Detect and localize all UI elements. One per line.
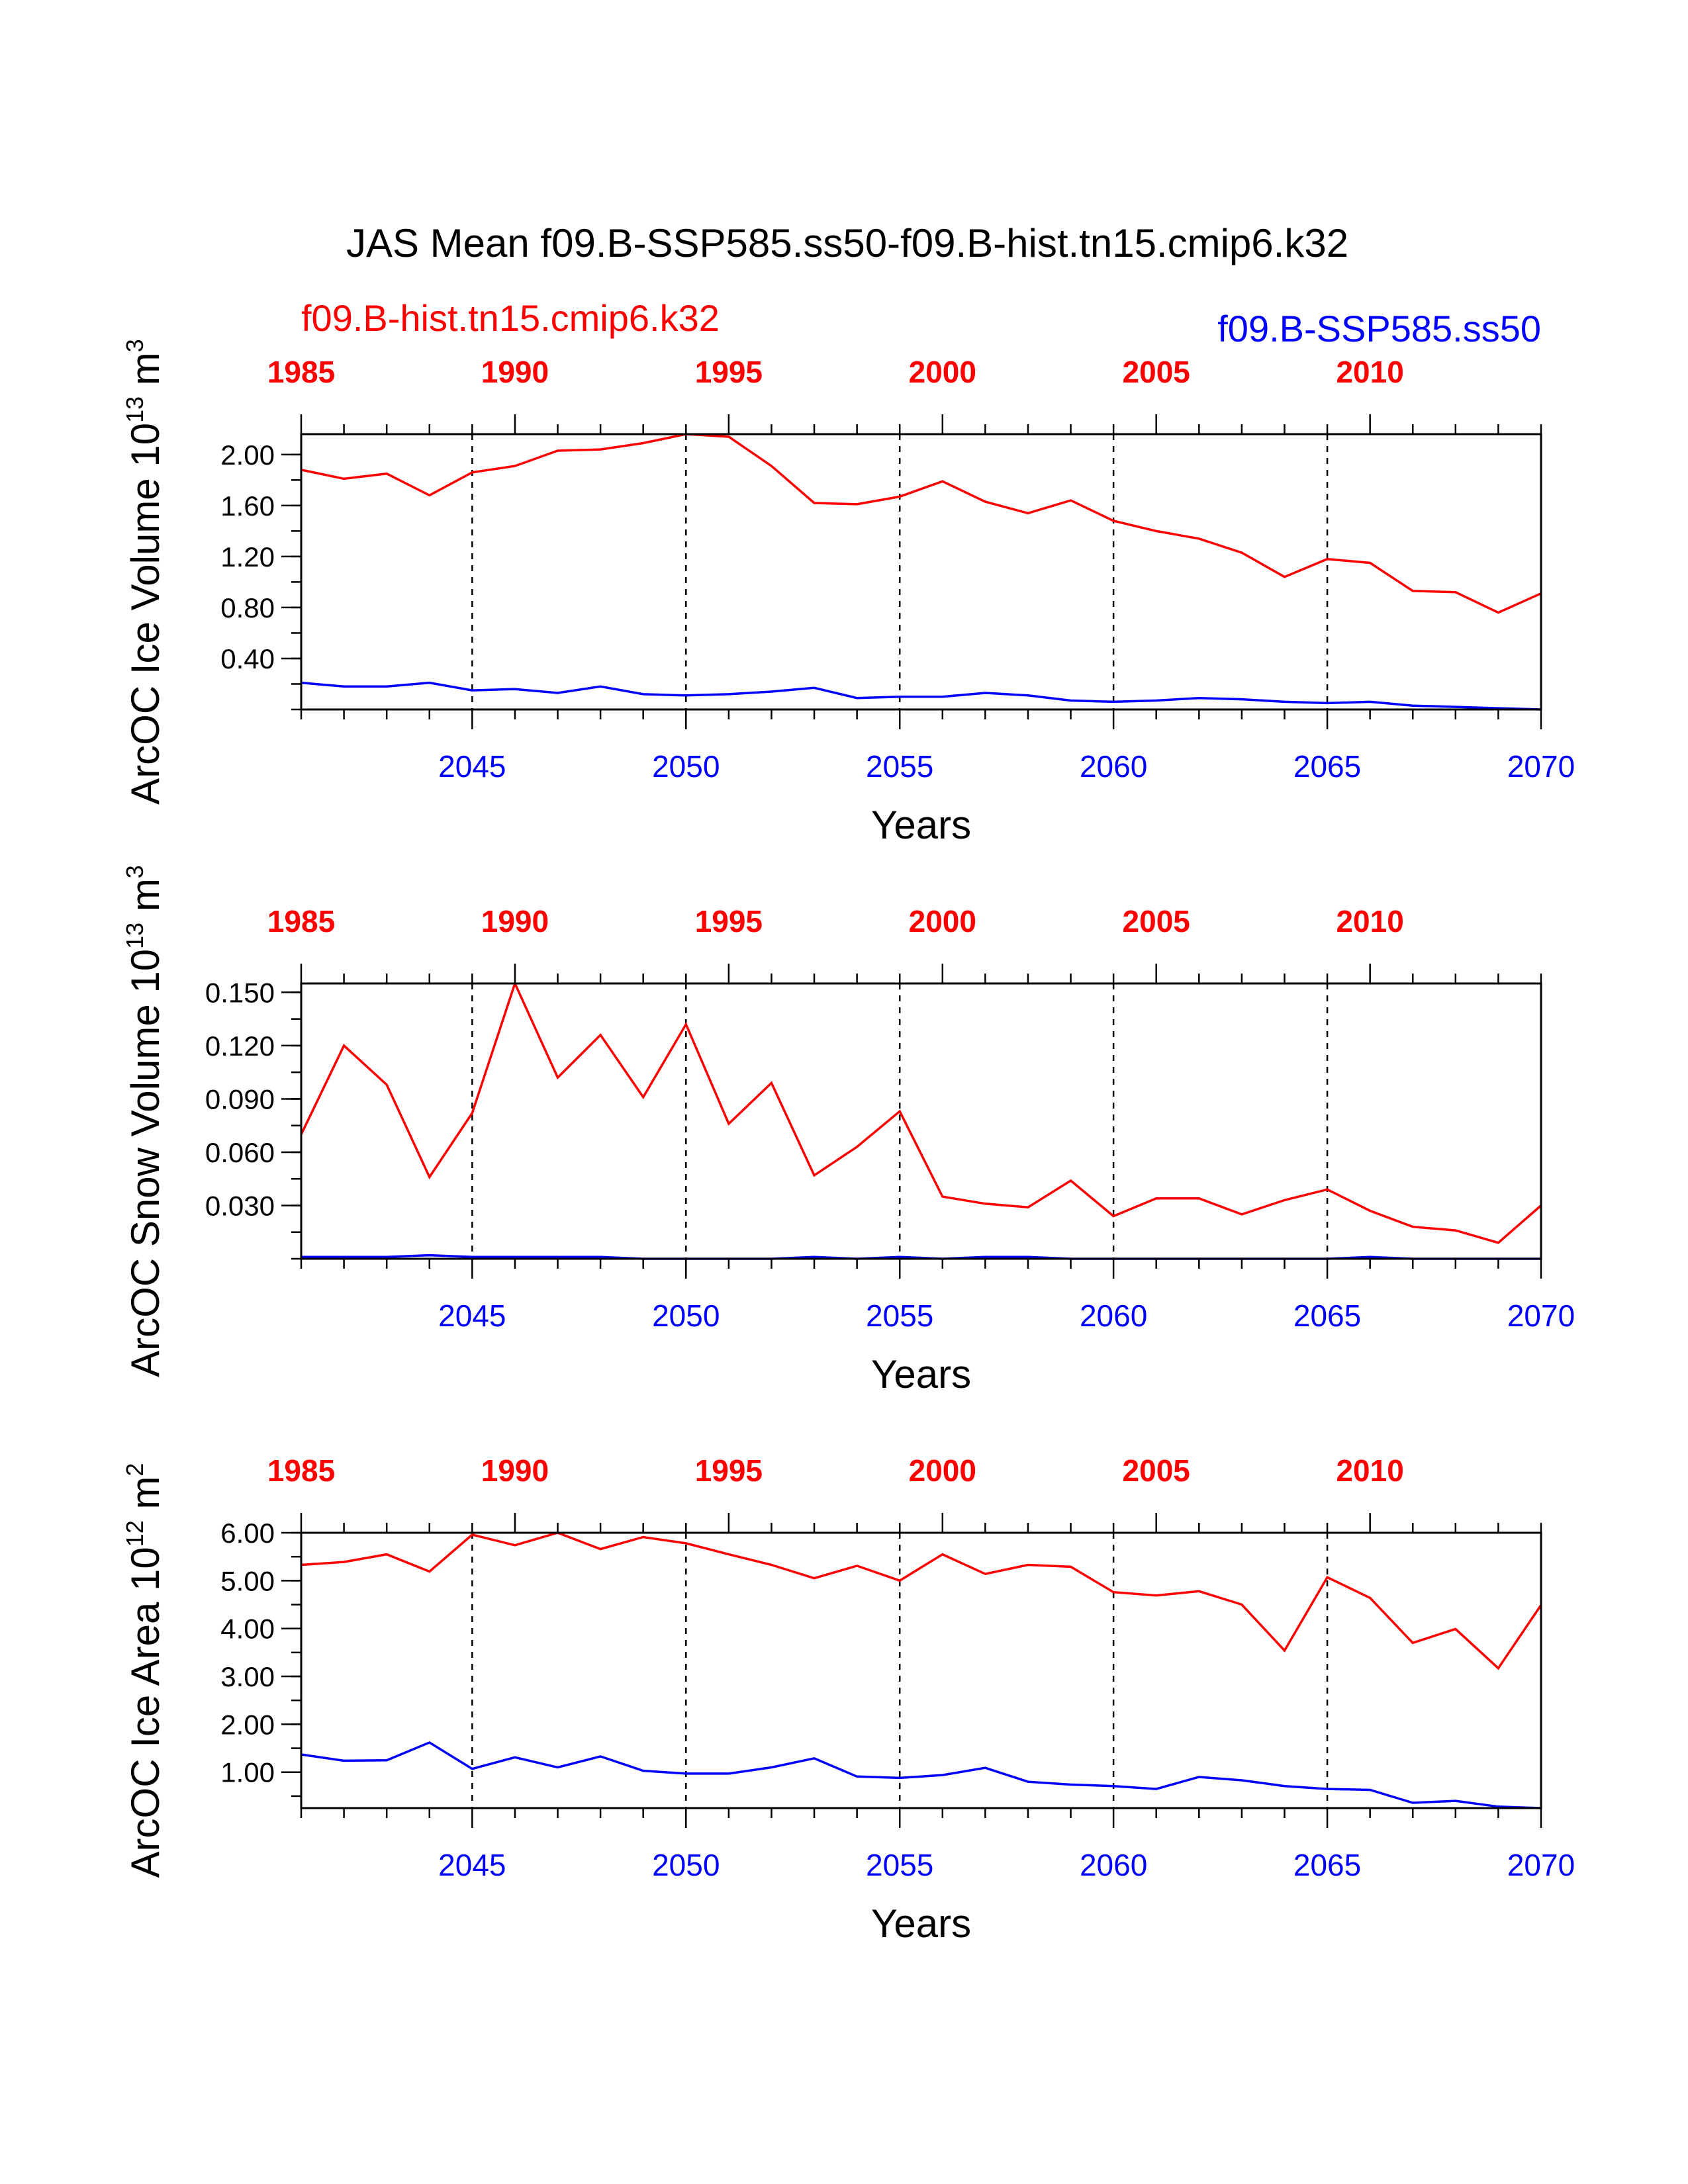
panel1-y-axis-title-text: ArcOC Ice Volume 10 <box>123 423 167 805</box>
panel3-bottom-tick-label-2065: 2065 <box>1293 1848 1361 1882</box>
panel1-y-axis-title-unit-exponent: 3 <box>121 339 148 352</box>
panel3-top-tick-label-1990: 1990 <box>481 1453 549 1488</box>
panel1-top-tick-label-1995: 1995 <box>695 355 763 389</box>
panel3-top-tick-label-2010: 2010 <box>1336 1453 1403 1488</box>
panel2-bottom-tick-label-2065: 2065 <box>1293 1298 1361 1333</box>
chart-panels: 2045 2050 2055 2060 2065 2070 1985 1990 1995 2000… <box>121 339 1575 1946</box>
panel1-y-tick-label-4: 2.00 <box>220 439 275 471</box>
panel1-bottom-tick-label-2060: 2060 <box>1080 749 1147 784</box>
panel1-y-tick-label-2: 1.20 <box>220 541 275 572</box>
panel-3: 2045 2050 2055 2060 2065 2070 1985 1990 1995 2000… <box>121 1453 1575 1946</box>
legend-hist-label: f09.B-hist.tn15.cmip6.k32 <box>301 297 720 339</box>
panel2-y-axis-title-unit-exponent: 3 <box>121 865 148 878</box>
panel2-plot-frame <box>300 982 1542 1260</box>
panel3-top-tick-label-1985: 1985 <box>267 1453 335 1488</box>
panel3-bottom-tick-label-2050: 2050 <box>652 1848 720 1882</box>
panel1-top-tick-label-2005: 2005 <box>1123 355 1190 389</box>
panel3-plot-frame <box>300 1531 1542 1809</box>
panel2-y-tick-label-0: 0.030 <box>205 1190 275 1221</box>
chart-title: JAS Mean f09.B-SSP585.ss50-f09.B-hist.tn… <box>346 221 1348 265</box>
panel3-top-tick-label-1995: 1995 <box>695 1453 763 1488</box>
panel1-bottom-tick-label-2050: 2050 <box>652 749 720 784</box>
panel3-y-axis-title-exponent: 12 <box>121 1520 148 1547</box>
panel3-bottom-tick-label-2070: 2070 <box>1507 1848 1575 1882</box>
panel2-y-tick-label-4: 0.150 <box>205 977 275 1008</box>
panel2-top-tick-label-1985: 1985 <box>267 904 335 938</box>
panel1-top-tick-label-1985: 1985 <box>267 355 335 389</box>
panel3-y-axis-title-unit-exponent: 2 <box>121 1463 148 1477</box>
panel1-bottom-tick-label-2070: 2070 <box>1507 749 1575 784</box>
panel2-top-tick-label-2000: 2000 <box>909 904 976 938</box>
legend-ssp-label: f09.B-SSP585.ss50 <box>1217 308 1541 349</box>
panel1-series-hist-line <box>301 433 1542 614</box>
panel1-top-tick-label-1990: 1990 <box>481 355 549 389</box>
panel-1: 2045 2050 2055 2060 2065 2070 1985 1990 1995 2000… <box>121 339 1575 847</box>
panel2-y-axis-title-exponent: 13 <box>121 923 148 949</box>
panel3-y-axis-title-text: ArcOC Ice Area 10 <box>123 1547 167 1878</box>
panel2-top-tick-label-1990: 1990 <box>481 904 549 938</box>
panel2-bottom-tick-label-2060: 2060 <box>1080 1298 1147 1333</box>
panel3-bottom-tick-label-2045: 2045 <box>438 1848 506 1882</box>
panel3-bottom-tick-label-2055: 2055 <box>866 1848 933 1882</box>
panel1-y-axis-title-unit: m <box>123 352 167 396</box>
panel1-bottom-tick-label-2065: 2065 <box>1293 749 1361 784</box>
panel3-top-tick-label-2000: 2000 <box>909 1453 976 1488</box>
panel2-bottom-tick-label-2050: 2050 <box>652 1298 720 1333</box>
panel3-top-tick-label-2005: 2005 <box>1123 1453 1190 1488</box>
panel3-y-axis-title: ArcOC Ice Area 1012 m2 <box>121 1463 167 1878</box>
panel1-y-axis-title-exponent: 13 <box>121 396 148 423</box>
panel2-bottom-tick-label-2070: 2070 <box>1507 1298 1575 1333</box>
panel1-x-axis-title: Years <box>871 803 971 847</box>
panel3-y-tick-label-5: 6.00 <box>220 1518 275 1549</box>
panel1-plot-frame <box>300 433 1542 711</box>
panel2-top-tick-label-2010: 2010 <box>1336 904 1403 938</box>
panel2-y-axis-title-unit: m <box>123 878 167 923</box>
panel1-top-tick-label-2010: 2010 <box>1336 355 1403 389</box>
panel3-y-axis-title-unit: m <box>123 1477 167 1521</box>
panel1-y-tick-label-3: 1.60 <box>220 490 275 522</box>
panel2-top-tick-label-1995: 1995 <box>695 904 763 938</box>
panel3-series-hist-line <box>301 1531 1542 1670</box>
panel2-top-tick-label-2005: 2005 <box>1123 904 1190 938</box>
panel1-top-tick-label-2000: 2000 <box>909 355 976 389</box>
panel1-series-ssp-line <box>301 681 1542 711</box>
panel3-y-tick-label-4: 5.00 <box>220 1565 275 1596</box>
panel3-y-tick-label-1: 2.00 <box>220 1709 275 1740</box>
panel3-y-tick-label-2: 3.00 <box>220 1661 275 1692</box>
panel1-y-tick-label-0: 0.40 <box>220 643 275 674</box>
panel1-y-tick-label-1: 0.80 <box>220 592 275 623</box>
panel2-series-hist-line <box>300 980 1542 1244</box>
panel2-y-tick-label-3: 0.120 <box>205 1030 275 1062</box>
panel1-bottom-tick-label-2055: 2055 <box>866 749 933 784</box>
panel-2: 2045 2050 2055 2060 2065 2070 1985 1990 1995 2000… <box>121 865 1575 1396</box>
panel3-bottom-tick-label-2060: 2060 <box>1080 1848 1147 1882</box>
panel2-x-axis-title: Years <box>871 1352 971 1396</box>
panel2-y-axis-title: ArcOC Snow Volume 1013 m3 <box>121 865 167 1377</box>
panel2-bottom-tick-label-2045: 2045 <box>438 1298 506 1333</box>
panel2-y-tick-label-2: 0.090 <box>205 1083 275 1115</box>
panel2-y-axis-title-text: ArcOC Snow Volume 10 <box>123 949 167 1377</box>
panel1-bottom-tick-label-2045: 2045 <box>438 749 506 784</box>
panel1-y-axis-title: ArcOC Ice Volume 1013 m3 <box>121 339 167 805</box>
panel3-y-tick-label-0: 1.00 <box>220 1757 275 1788</box>
panel3-x-axis-title: Years <box>871 1901 971 1946</box>
panel3-y-tick-label-3: 4.00 <box>220 1614 275 1645</box>
panel3-series-ssp-line <box>301 1741 1542 1809</box>
panel2-y-tick-label-1: 0.060 <box>205 1137 275 1168</box>
panel2-bottom-tick-label-2055: 2055 <box>866 1298 933 1333</box>
